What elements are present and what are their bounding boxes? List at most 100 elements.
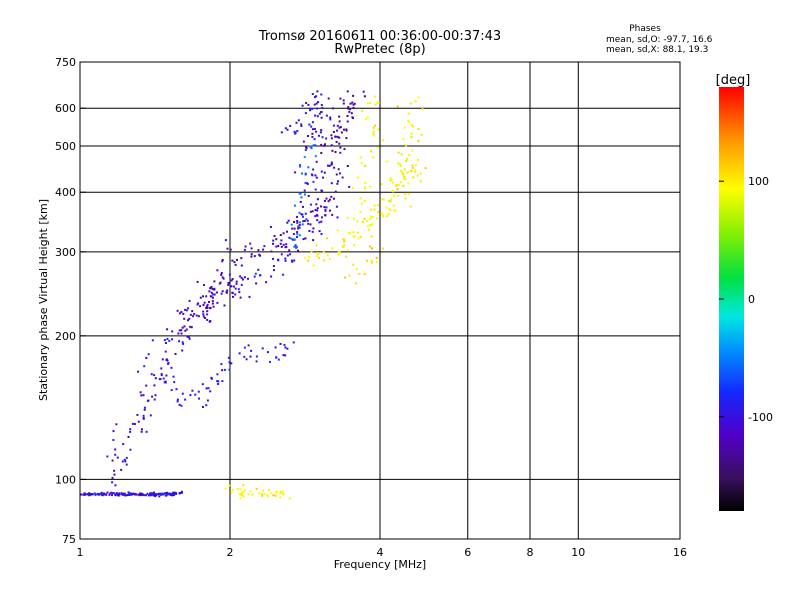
data-point bbox=[334, 151, 337, 153]
data-point bbox=[320, 104, 323, 106]
data-point bbox=[277, 245, 280, 247]
data-point bbox=[382, 139, 384, 142]
data-point bbox=[202, 295, 204, 298]
data-point bbox=[370, 261, 373, 264]
data-point bbox=[394, 183, 397, 186]
data-point bbox=[337, 253, 340, 256]
data-point bbox=[180, 311, 183, 314]
data-point bbox=[255, 360, 258, 363]
data-point bbox=[346, 90, 349, 93]
data-point bbox=[312, 144, 315, 147]
data-point bbox=[160, 367, 163, 370]
data-point bbox=[173, 492, 176, 495]
data-point bbox=[216, 380, 219, 383]
data-point bbox=[82, 493, 85, 496]
data-point bbox=[269, 360, 271, 363]
data-point bbox=[331, 149, 334, 152]
data-point bbox=[375, 256, 378, 259]
data-point bbox=[343, 128, 345, 131]
data-point bbox=[221, 369, 224, 372]
data-point bbox=[293, 221, 295, 223]
data-point bbox=[353, 102, 356, 105]
data-point bbox=[286, 221, 289, 224]
data-point bbox=[229, 248, 232, 251]
data-point bbox=[198, 397, 200, 400]
data-point bbox=[334, 190, 337, 193]
data-point bbox=[197, 315, 200, 318]
data-point bbox=[338, 136, 341, 139]
data-point bbox=[254, 272, 257, 275]
data-point bbox=[178, 329, 181, 332]
data-point bbox=[279, 492, 282, 495]
data-point bbox=[342, 99, 345, 102]
data-point bbox=[165, 358, 168, 361]
data-point bbox=[108, 493, 111, 496]
data-point bbox=[307, 166, 310, 169]
data-point bbox=[263, 245, 266, 248]
data-point bbox=[417, 96, 420, 99]
data-point bbox=[137, 420, 140, 423]
data-point bbox=[368, 228, 370, 231]
data-point bbox=[409, 102, 412, 105]
data-point bbox=[302, 215, 304, 218]
data-point bbox=[311, 132, 314, 135]
data-point bbox=[390, 198, 393, 201]
data-point bbox=[205, 305, 208, 308]
data-point bbox=[147, 494, 150, 497]
data-point bbox=[291, 227, 294, 230]
data-point bbox=[114, 453, 117, 456]
data-point bbox=[96, 492, 99, 495]
data-point bbox=[111, 459, 114, 462]
data-point bbox=[349, 102, 352, 105]
data-point bbox=[377, 204, 380, 207]
data-point bbox=[324, 143, 326, 146]
data-point bbox=[323, 144, 326, 147]
data-point bbox=[153, 491, 155, 494]
data-point bbox=[122, 492, 125, 495]
data-point bbox=[287, 219, 290, 222]
data-point bbox=[127, 491, 130, 494]
data-point bbox=[266, 495, 269, 498]
data-point bbox=[213, 280, 216, 283]
data-point bbox=[396, 188, 399, 191]
data-point bbox=[376, 217, 379, 220]
data-point bbox=[227, 356, 230, 359]
data-point bbox=[228, 361, 231, 364]
data-point bbox=[142, 414, 145, 417]
data-point bbox=[330, 144, 333, 147]
data-point bbox=[311, 93, 314, 95]
data-point bbox=[308, 123, 311, 126]
data-point bbox=[400, 169, 403, 172]
data-point bbox=[344, 276, 347, 279]
data-point bbox=[221, 290, 224, 293]
data-point bbox=[333, 166, 336, 169]
data-point bbox=[296, 215, 298, 218]
data-point bbox=[275, 491, 278, 494]
data-point bbox=[282, 232, 285, 235]
data-point bbox=[309, 210, 312, 213]
data-point bbox=[188, 337, 191, 340]
y-tick-label: 200 bbox=[55, 330, 76, 343]
data-point bbox=[293, 245, 296, 248]
data-point bbox=[352, 117, 354, 120]
data-point bbox=[317, 101, 320, 104]
data-point bbox=[272, 265, 275, 267]
data-point bbox=[291, 260, 294, 263]
data-point bbox=[293, 238, 295, 241]
data-point bbox=[301, 223, 304, 226]
data-point bbox=[381, 213, 384, 216]
data-point bbox=[124, 494, 127, 497]
data-point bbox=[171, 330, 174, 333]
data-point bbox=[392, 204, 395, 207]
data-point bbox=[373, 95, 376, 98]
data-point bbox=[106, 455, 109, 458]
data-point bbox=[409, 205, 412, 208]
data-point bbox=[118, 493, 121, 496]
data-point bbox=[348, 185, 351, 188]
data-point bbox=[125, 463, 128, 466]
data-point bbox=[304, 193, 306, 196]
data-point bbox=[154, 493, 157, 496]
data-point bbox=[284, 354, 287, 357]
data-point bbox=[296, 236, 298, 238]
data-point bbox=[208, 290, 211, 293]
